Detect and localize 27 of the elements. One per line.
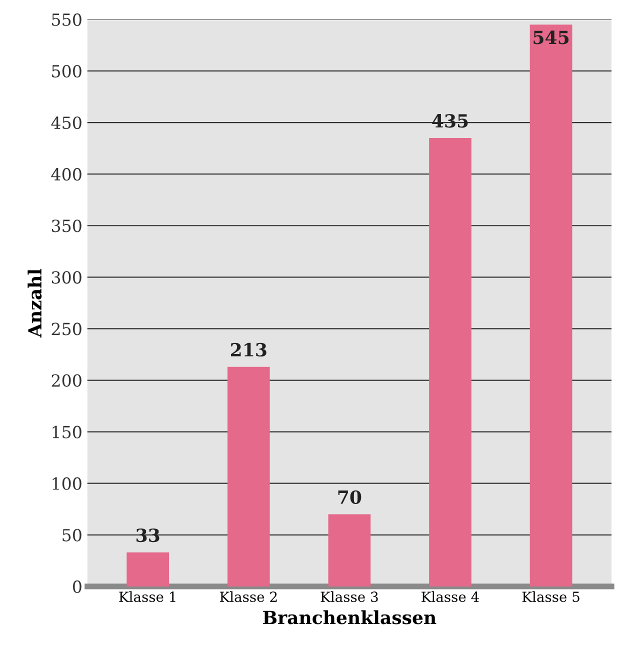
data-label: 70 <box>338 490 362 504</box>
y-tick-label: 50 <box>62 528 82 542</box>
y-tick-label: 500 <box>52 64 82 78</box>
x-tick-label: Klasse 5 <box>522 591 580 602</box>
y-tick-label: 550 <box>52 13 82 26</box>
y-tick-label: 300 <box>52 271 82 284</box>
y-tick-label: 150 <box>52 426 82 438</box>
bar <box>530 24 572 586</box>
x-axis-title: Branchenklassen <box>263 610 436 624</box>
bar <box>126 552 170 586</box>
bar <box>227 366 270 586</box>
y-tick-label: 0 <box>72 580 82 594</box>
data-label: 545 <box>534 30 569 44</box>
x-tick-label: Klasse 2 <box>220 591 277 602</box>
y-axis-title: Anzahl <box>28 268 42 338</box>
bar <box>429 138 472 586</box>
y-tick-label: 100 <box>52 477 82 490</box>
y-tick-label: 350 <box>52 220 82 232</box>
y-tick-label: 450 <box>51 116 82 130</box>
y-tick-label: 200 <box>52 374 82 387</box>
y-tick-label: 400 <box>51 168 82 181</box>
x-tick-label: Klasse 3 <box>320 591 378 602</box>
y-tick-label: 250 <box>52 322 82 336</box>
data-label: 213 <box>231 342 266 357</box>
x-tick-label: Klasse 1 <box>119 591 176 602</box>
bar <box>328 514 371 586</box>
x-tick-label: Klasse 4 <box>422 591 479 602</box>
